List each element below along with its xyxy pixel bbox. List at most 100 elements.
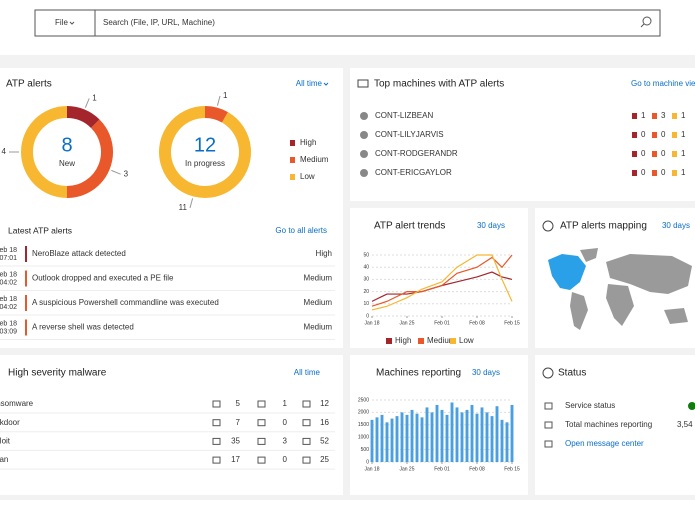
status-icon xyxy=(544,402,553,410)
count-swatch xyxy=(672,132,677,138)
severity-bar xyxy=(25,270,27,287)
text[interactable]: Go to all alerts xyxy=(275,226,327,235)
bar xyxy=(370,419,374,462)
bar xyxy=(420,417,424,462)
search-scope: File xyxy=(55,18,68,27)
trend-line xyxy=(371,254,513,307)
map-greenland xyxy=(580,248,598,262)
text: Medium xyxy=(304,274,333,283)
text: New xyxy=(59,159,75,168)
donut-segment xyxy=(21,106,68,198)
text: Service status xyxy=(565,401,615,410)
map-africa xyxy=(606,284,634,326)
text[interactable]: Backdoor xyxy=(0,418,20,427)
bar xyxy=(435,404,439,462)
x-tick-label: Feb 01 xyxy=(434,466,450,472)
text[interactable]: 30 days xyxy=(477,221,505,230)
text[interactable]: Go to machine view xyxy=(631,79,695,88)
text[interactable]: CONT-LILYJARVIS xyxy=(375,130,444,139)
bar xyxy=(485,412,489,462)
x-tick-label: Feb 08 xyxy=(469,320,485,326)
map-north-america xyxy=(548,254,586,290)
text: 0 xyxy=(641,130,646,139)
bar xyxy=(440,409,444,462)
text: In progress xyxy=(185,159,225,168)
text: 0 xyxy=(661,130,666,139)
card xyxy=(350,208,528,348)
text[interactable]: 30 days xyxy=(662,221,690,230)
y-tick-label: 500 xyxy=(361,447,370,453)
legend-swatch xyxy=(290,174,295,180)
text[interactable]: CONT-LIZBEAN xyxy=(375,111,433,120)
bar xyxy=(465,409,469,462)
text: 04:02 xyxy=(0,304,17,311)
leader-line xyxy=(189,198,194,209)
text[interactable]: All time xyxy=(296,79,323,88)
count-swatch xyxy=(652,113,657,119)
text: 16 xyxy=(320,418,329,427)
chevron xyxy=(323,82,329,86)
text[interactable]: All time xyxy=(294,368,321,377)
x-tick-label: Feb 15 xyxy=(504,466,520,472)
text: High severity malware xyxy=(8,368,107,379)
bar xyxy=(375,417,379,462)
text[interactable]: A suspicious Powershell commandline was … xyxy=(32,298,219,307)
donut-value-label: 1 xyxy=(223,91,228,100)
donut-value-label: 1 xyxy=(92,94,97,103)
text[interactable]: Exploit xyxy=(0,437,11,446)
globe-icon xyxy=(542,367,554,379)
y-tick-label: 50 xyxy=(363,252,369,258)
trend-line xyxy=(371,271,513,302)
text: 52 xyxy=(320,437,329,446)
text[interactable]: CONT-ERICGAYLOR xyxy=(375,168,452,177)
bar xyxy=(510,404,514,462)
text: 1 xyxy=(681,149,686,158)
legend-label: Low xyxy=(459,336,474,345)
text[interactable]: Outlook dropped and executed a PE file xyxy=(32,274,174,283)
count-swatch xyxy=(632,132,637,138)
search-icon[interactable] xyxy=(642,16,652,26)
count-icon xyxy=(302,456,311,464)
x-tick-label: Jan 25 xyxy=(399,466,414,472)
text: Feb 18 xyxy=(0,320,17,327)
text[interactable]: A reverse shell was detected xyxy=(32,323,134,332)
text: 3 xyxy=(661,111,666,120)
text[interactable]: CONT-RODGERANDR xyxy=(375,149,458,158)
text: 17 xyxy=(231,455,240,464)
count-icon xyxy=(212,400,221,408)
leader-line xyxy=(111,169,121,175)
status-icon xyxy=(544,421,553,429)
donut-value-label: 4 xyxy=(2,147,7,156)
world-map xyxy=(548,248,692,330)
text: ATP alerts mapping xyxy=(560,221,647,232)
text: 25 xyxy=(320,455,329,464)
severity-bar xyxy=(25,295,27,311)
text: 35 xyxy=(231,437,240,446)
count-icon xyxy=(257,400,266,408)
count-icon xyxy=(212,437,221,445)
legend-swatch xyxy=(450,338,456,344)
bar xyxy=(450,402,454,462)
y-tick-label: 40 xyxy=(363,265,369,271)
text[interactable]: Trojan xyxy=(0,455,8,464)
legend-label: High xyxy=(395,336,411,345)
text[interactable]: 30 days xyxy=(472,368,500,377)
text[interactable]: Open message center xyxy=(565,439,644,448)
machine-icon xyxy=(357,79,369,88)
bar xyxy=(445,414,449,462)
legend-label: High xyxy=(300,138,316,147)
y-tick-label: 2500 xyxy=(358,397,369,403)
y-tick-label: 1000 xyxy=(358,435,369,441)
donut-segment xyxy=(66,119,113,198)
count-swatch xyxy=(672,170,677,176)
text[interactable]: Ransomware xyxy=(0,399,34,408)
card xyxy=(535,355,695,495)
text[interactable]: NeroBlaze attack detected xyxy=(32,249,126,258)
legend-label: Medium xyxy=(427,336,456,345)
y-tick-label: 20 xyxy=(363,289,369,295)
count-icon xyxy=(302,419,311,427)
card xyxy=(350,68,695,201)
search-box[interactable] xyxy=(34,9,661,37)
bar xyxy=(490,416,494,462)
text: 7 xyxy=(236,418,241,427)
